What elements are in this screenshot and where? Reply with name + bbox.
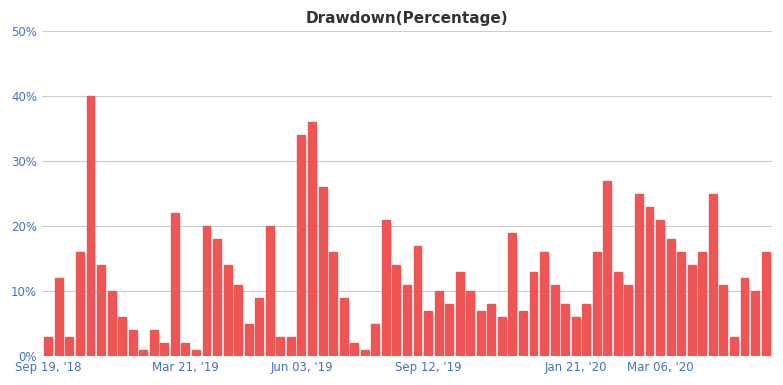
Bar [604,181,612,356]
Bar [308,122,316,356]
Bar [424,311,432,356]
Bar [329,252,337,356]
Bar [529,272,537,356]
Bar [656,220,664,356]
Bar [645,207,654,356]
Bar [540,252,548,356]
Bar [203,226,211,356]
Bar [625,285,633,356]
Title: Drawdown(Percentage): Drawdown(Percentage) [305,11,508,26]
Bar [340,298,348,356]
Bar [487,304,496,356]
Bar [287,336,295,356]
Bar [87,96,95,356]
Bar [709,194,716,356]
Bar [128,330,137,356]
Bar [192,350,200,356]
Bar [762,252,770,356]
Bar [477,311,485,356]
Bar [456,272,464,356]
Bar [666,239,675,356]
Bar [55,278,63,356]
Bar [224,265,232,356]
Bar [583,304,590,356]
Bar [698,252,706,356]
Bar [413,246,421,356]
Bar [635,194,643,356]
Bar [107,291,116,356]
Bar [550,285,558,356]
Bar [161,343,168,356]
Bar [572,317,579,356]
Bar [245,323,253,356]
Bar [561,304,569,356]
Bar [150,330,157,356]
Bar [361,350,369,356]
Bar [255,298,263,356]
Bar [76,252,84,356]
Bar [66,336,74,356]
Bar [446,304,453,356]
Bar [182,343,189,356]
Bar [508,233,516,356]
Bar [234,285,242,356]
Bar [382,220,390,356]
Bar [687,265,695,356]
Bar [593,252,601,356]
Bar [118,317,126,356]
Bar [266,226,274,356]
Bar [741,278,749,356]
Bar [45,336,52,356]
Bar [730,336,738,356]
Bar [614,272,622,356]
Bar [519,311,527,356]
Bar [298,135,305,356]
Bar [435,291,442,356]
Bar [97,265,105,356]
Bar [371,323,379,356]
Bar [276,336,284,356]
Bar [498,317,506,356]
Bar [403,285,411,356]
Bar [720,285,727,356]
Bar [350,343,358,356]
Bar [751,291,759,356]
Bar [171,213,179,356]
Bar [466,291,474,356]
Bar [139,350,147,356]
Bar [319,187,327,356]
Bar [392,265,400,356]
Bar [677,252,685,356]
Bar [213,239,221,356]
